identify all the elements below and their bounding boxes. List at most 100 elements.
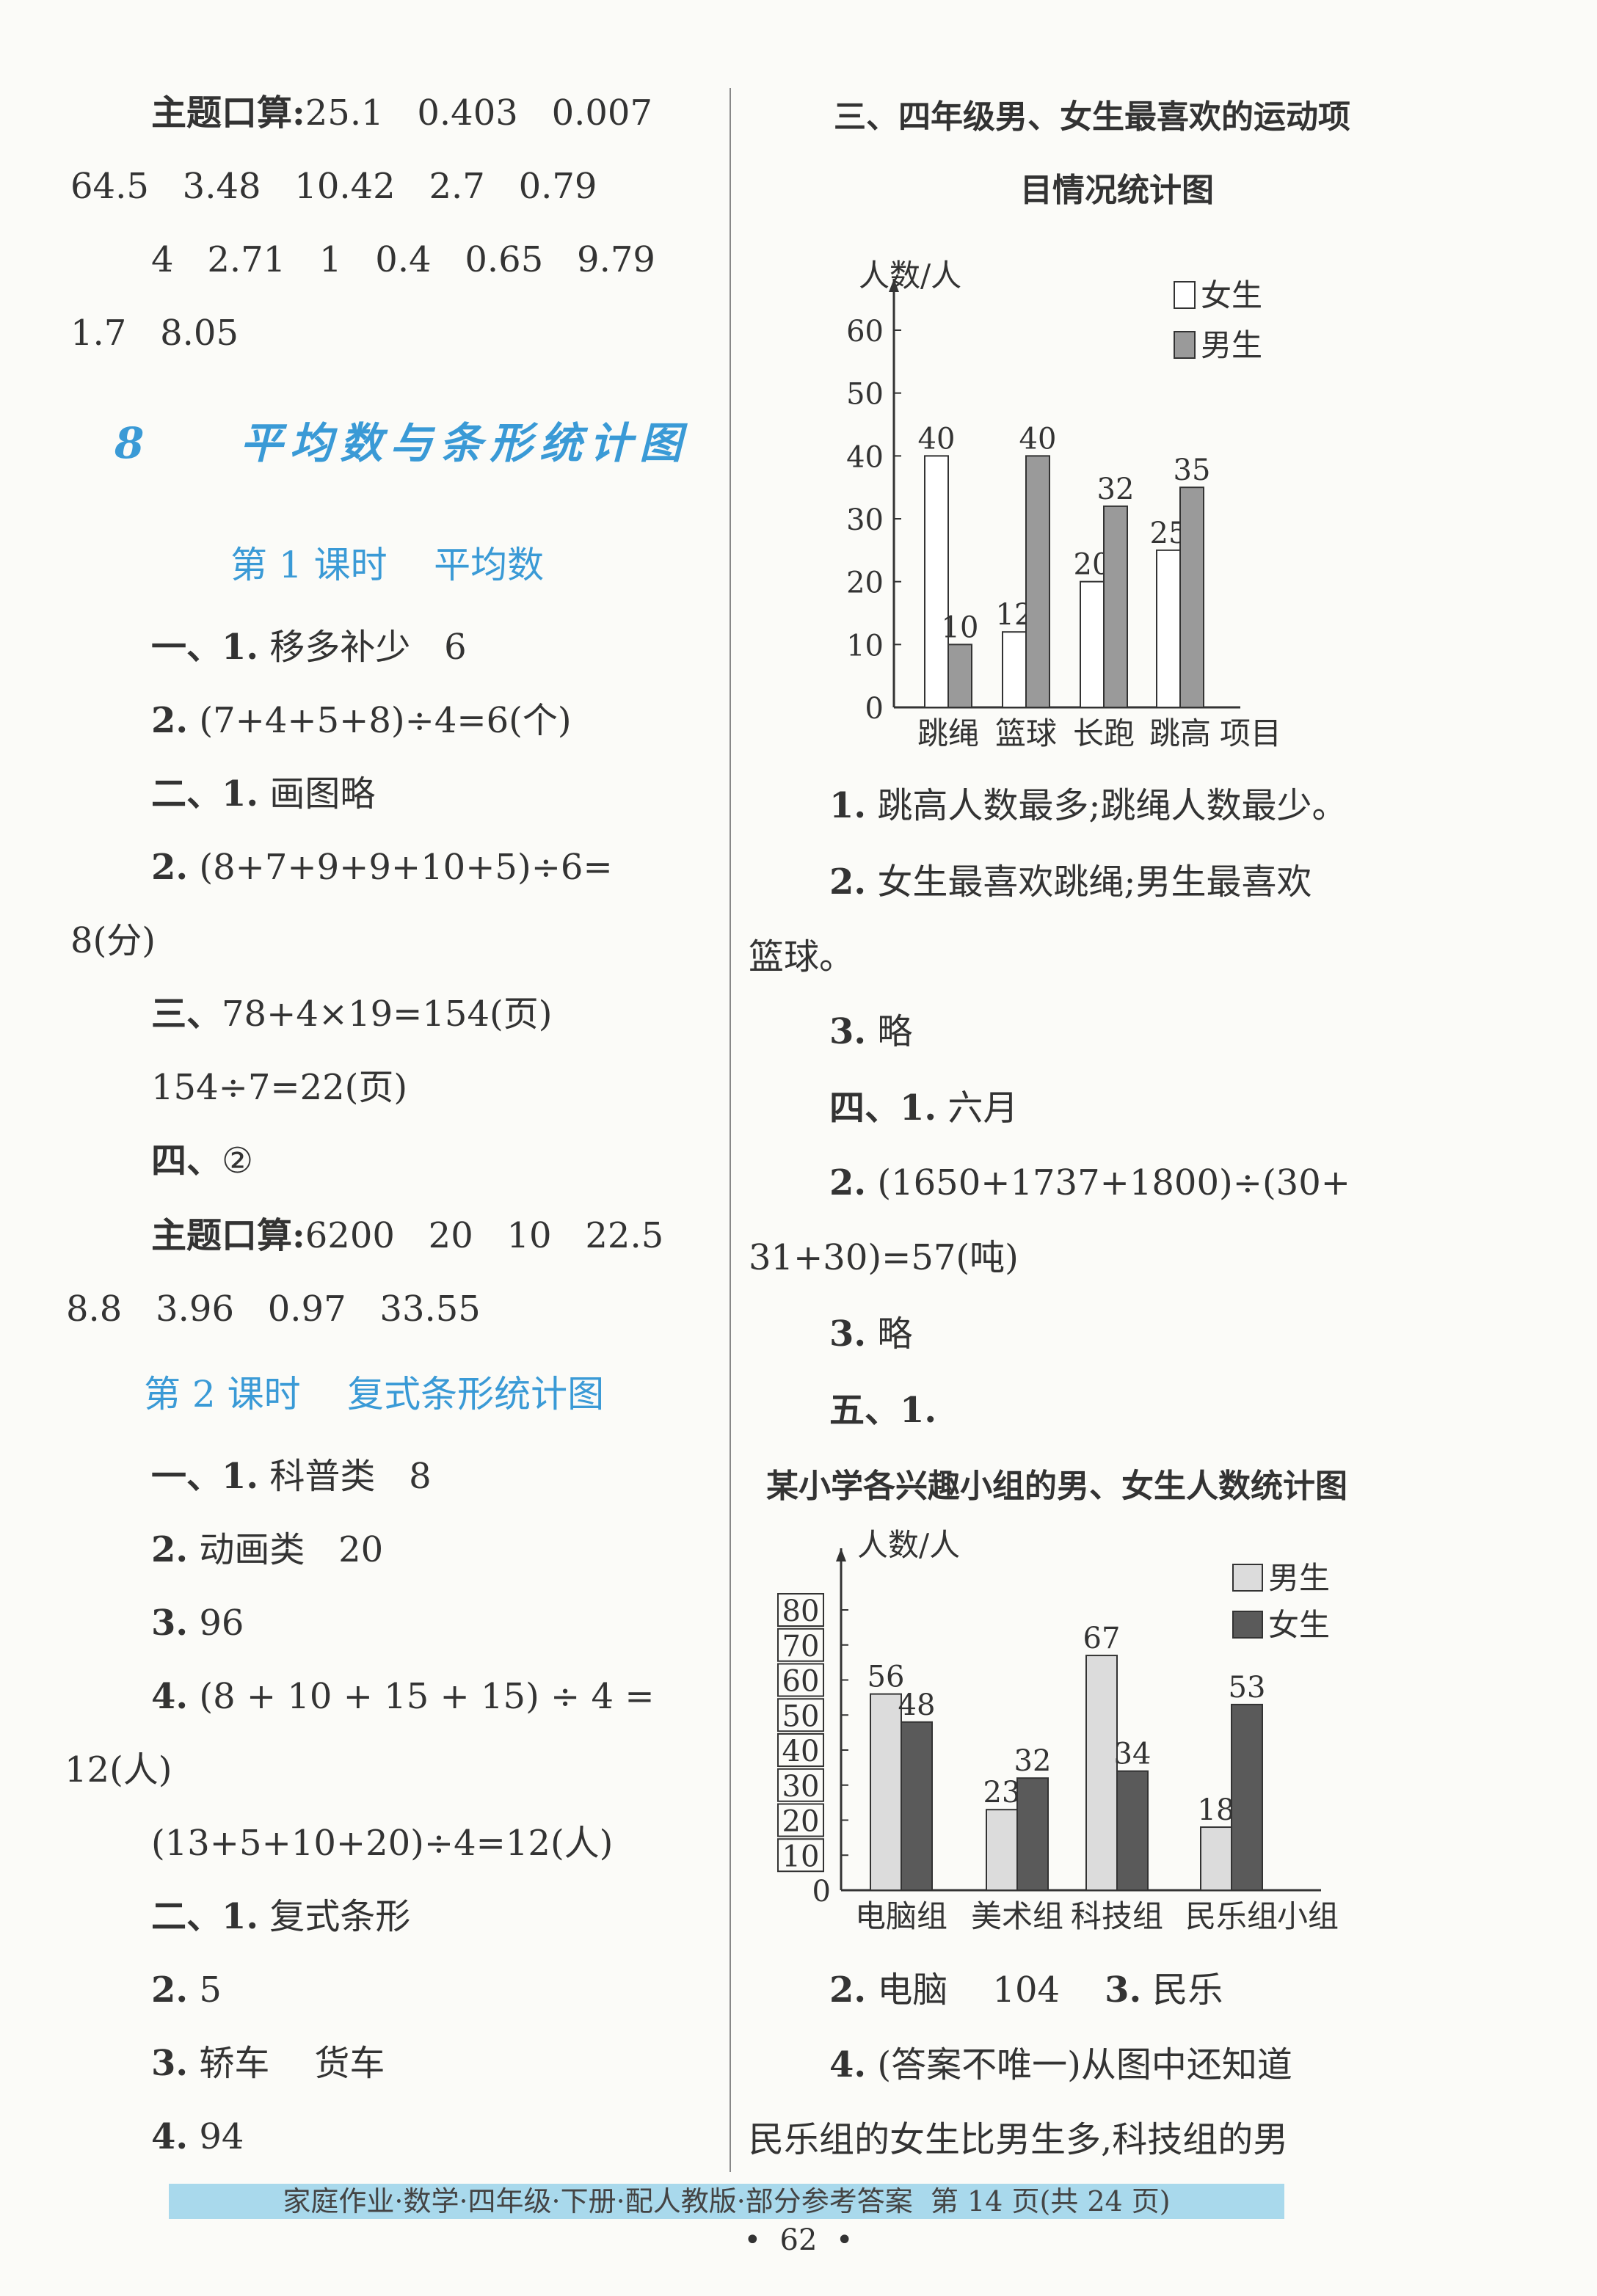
text: 78+4×19=154(页) [222, 994, 553, 1035]
label: 2. [151, 1969, 189, 2011]
line: 篮球。 [749, 936, 855, 977]
text: (1650+1737+1800)÷(30+ [866, 1162, 1350, 1203]
label: 三、 [151, 994, 222, 1035]
bar-男生 [1179, 486, 1204, 709]
y-tick-box [777, 1593, 824, 1627]
y-tick-label: 60 [782, 1665, 820, 1699]
category-label: 民乐组 [1185, 1898, 1278, 1934]
category-label: 科技组 [1071, 1898, 1163, 1934]
line: 二、1. 复式条形 [151, 1895, 410, 1939]
data-label: 32 [1014, 1744, 1052, 1778]
text: 民乐 [1141, 1969, 1223, 2011]
y-axis-arrow [889, 279, 899, 292]
data-label: 23 [983, 1776, 1021, 1810]
y-tick-label: 40 [846, 440, 884, 474]
text: ② [222, 1140, 254, 1181]
label: 4. [151, 2116, 189, 2157]
text: 5 [188, 1969, 222, 2011]
label: 2. [151, 700, 189, 741]
bar-男生 [986, 1809, 1018, 1892]
bar-男生 [1103, 505, 1128, 708]
label: 主题口算: [151, 92, 305, 134]
y-axis-label: 人数/人 [857, 1527, 960, 1563]
y-tick-box [777, 1733, 824, 1767]
label: 2. [151, 847, 189, 888]
text: 25.1 0.403 0.007 [305, 92, 652, 134]
data-label: 56 [867, 1661, 905, 1694]
text: 六月 [936, 1087, 1019, 1129]
y-axis-label: 人数/人 [859, 258, 961, 294]
label: 一、1. [151, 1456, 259, 1497]
text: (8+7+9+9+10+5)÷6= [188, 847, 613, 888]
data-label: 12 [996, 598, 1033, 632]
x-axis-label: 小组 [1277, 1898, 1339, 1934]
text: 画图略 [258, 773, 376, 814]
y-tick-label: 20 [782, 1805, 820, 1839]
y-tick-label: 30 [846, 503, 884, 537]
line: 四、1. 六月 [829, 1086, 1018, 1130]
line: 3. 96 [151, 1601, 244, 1645]
label: 2. [829, 1969, 867, 2011]
line: 一、1. 移多补少 6 [151, 625, 467, 669]
data-label: 25 [1150, 517, 1187, 550]
y-tick-box [777, 1698, 824, 1732]
line: 主题口算:25.1 0.403 0.007 [151, 91, 652, 135]
line: 8(分) [70, 920, 156, 961]
y-tick-label: 40 [782, 1735, 820, 1768]
bar-男生 [947, 644, 972, 708]
text: 94 [188, 2116, 244, 2157]
text: 轿车 货车 [188, 2043, 385, 2084]
y-tick-label: 70 [782, 1630, 820, 1663]
chart1-title-line2: 目情况统计图 [1020, 172, 1214, 209]
page-number: • 62 • [743, 2223, 854, 2257]
y-tick-box [777, 1768, 824, 1802]
line: 4. (答案不唯一)从图中还知道 [829, 2043, 1292, 2087]
line: 3. 略 [829, 1010, 912, 1054]
line: 3. 略 [829, 1312, 912, 1356]
y-tick-box [777, 1803, 824, 1837]
y-tick-label: 0 [812, 1875, 831, 1909]
bar-女生 [1116, 1770, 1149, 1891]
y-tick-label: 50 [846, 378, 884, 412]
bar-女生 [1080, 580, 1105, 709]
lesson-title: 第 2 课时 复式条形统计图 [144, 1373, 605, 1415]
bar-男生 [1025, 455, 1050, 708]
label: 主题口算: [151, 1215, 305, 1256]
text: (7+4+5+8)÷4=6(个) [188, 700, 572, 741]
line: 2. (1650+1737+1800)÷(30+ [829, 1161, 1350, 1205]
label: 1. [829, 785, 867, 826]
line: 4. (8 + 10 + 15 + 15) ÷ 4 = [151, 1674, 655, 1719]
line: 2. 5 [151, 1968, 222, 2012]
legend-swatch [1174, 331, 1196, 359]
category-label: 跳高 [1149, 715, 1211, 751]
label: 一、1. [151, 627, 259, 668]
chart2-title: 某小学各兴趣小组的男、女生人数统计图 [766, 1468, 1347, 1505]
line: 主题口算:6200 20 10 22.5 [151, 1214, 663, 1258]
text: 科普类 8 [258, 1456, 432, 1497]
text: (答案不唯一)从图中还知道 [866, 2044, 1292, 2085]
legend-label: 女生 [1201, 277, 1262, 313]
data-label: 20 [1074, 548, 1111, 582]
unit-title: 8 平均数与条形统计图 [114, 418, 690, 468]
text: 复式条形 [258, 1896, 411, 1937]
line: 2. 动画类 20 [151, 1528, 383, 1572]
y-tick-box [777, 1838, 824, 1873]
legend-swatch [1174, 281, 1196, 309]
legend-label: 男生 [1268, 1560, 1330, 1596]
y-tick-label: 0 [865, 692, 884, 726]
data-label: 40 [918, 422, 956, 456]
bar-女生 [1231, 1703, 1263, 1892]
label: 四、1. [829, 1087, 937, 1129]
y-tick-label: 10 [782, 1840, 820, 1873]
line: 五、1. [829, 1390, 937, 1431]
line: (13+5+10+20)÷4=12(人) [151, 1823, 614, 1864]
line: 一、1. 科普类 8 [151, 1454, 432, 1498]
line: 31+30)=57(吨) [749, 1237, 1019, 1278]
text: 6200 20 10 22.5 [305, 1215, 664, 1256]
line: 三、78+4×19=154(页) [151, 992, 552, 1036]
category-label: 美术组 [971, 1898, 1063, 1934]
bar-女生 [901, 1721, 933, 1892]
data-label: 10 [942, 611, 979, 644]
label: 2. [151, 1529, 189, 1570]
text: 跳高人数最多;跳绳人数最少。 [866, 785, 1347, 826]
